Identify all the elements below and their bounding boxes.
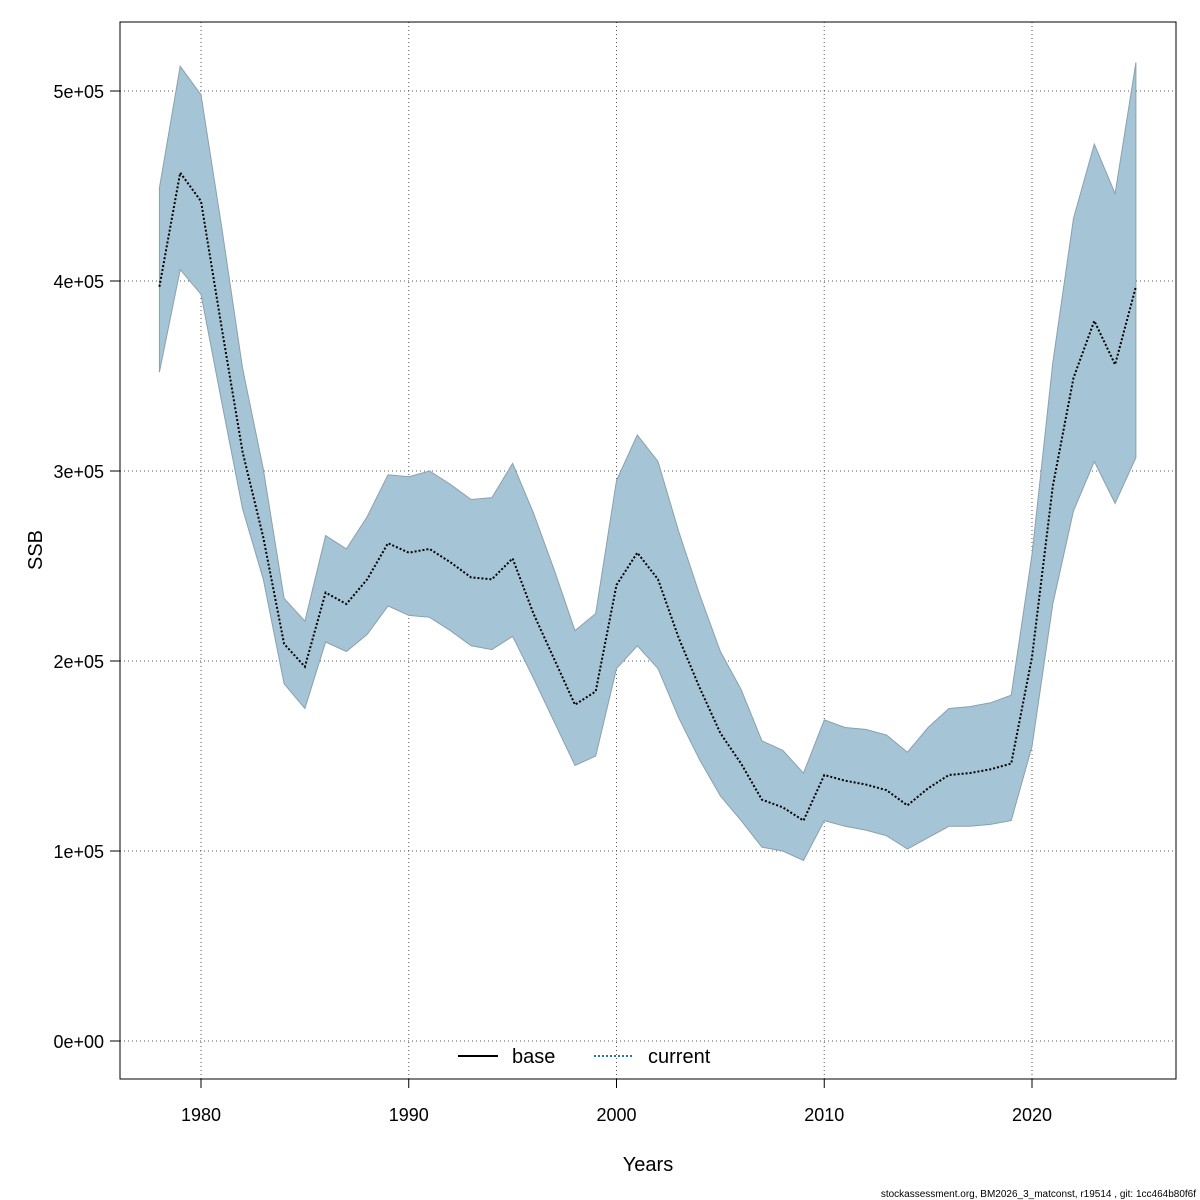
x-tick-label: 1990 [389,1105,429,1125]
x-tick-label: 2000 [596,1105,636,1125]
y-axis-title: SSB [25,530,47,570]
x-axis-title: Years [623,1154,673,1176]
x-tick-label: 1980 [181,1105,221,1125]
legend-base-label: base [512,1046,555,1068]
x-tick-label: 2020 [1012,1105,1052,1125]
legend-current-label: current [648,1046,711,1068]
y-tick-label: 5e+05 [53,82,104,102]
legend: base current [458,1046,711,1068]
plot-frame [119,21,1177,1080]
y-tick-label: 3e+05 [53,462,104,482]
confidence-band [158,62,1137,862]
y-tick-label: 2e+05 [53,652,104,672]
footer-text: stockassessment.org, BM2026_3_matconst, … [881,1189,1196,1200]
axes: 1980 1990 2000 2010 2020 0e+00 1e+05 2e+05 3e+05… [53,82,1052,1125]
y-tick-label: 0e+00 [53,1032,104,1052]
x-tick-label: 2010 [804,1105,844,1125]
current-ssb-line [158,170,1137,823]
y-tick-label: 4e+05 [53,272,104,292]
y-tick-label: 1e+05 [53,842,104,862]
